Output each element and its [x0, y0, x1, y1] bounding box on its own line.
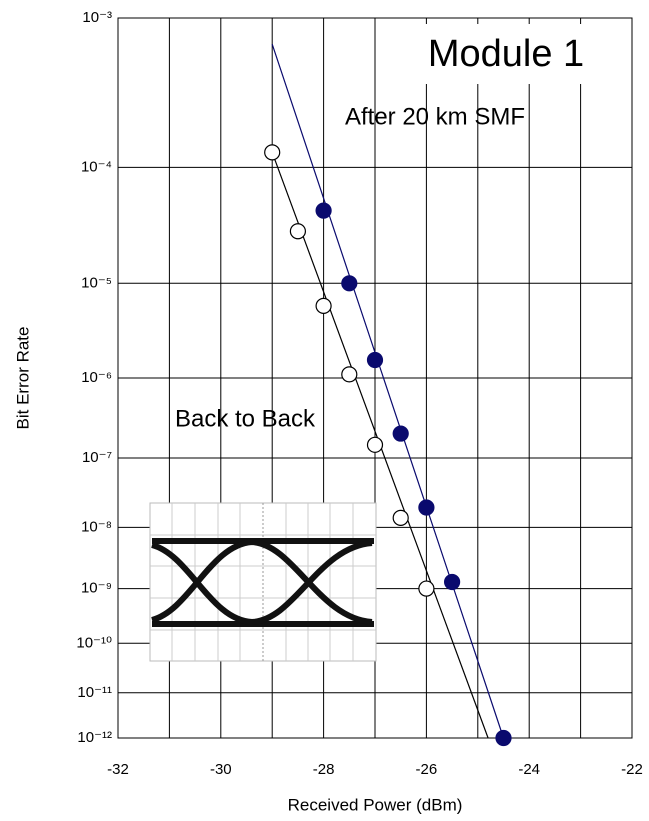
- x-tick-label: -32: [107, 761, 129, 778]
- x-tick-label: -24: [518, 761, 540, 778]
- chart-title: Module 1: [428, 33, 584, 75]
- series-annotation: Back to Back: [175, 405, 316, 432]
- y-tick-label: 10⁻¹¹: [77, 684, 112, 701]
- data-point: [496, 731, 511, 746]
- x-tick-label: -26: [416, 761, 438, 778]
- data-point: [419, 500, 434, 515]
- y-tick-label: 10⁻⁵: [81, 274, 112, 291]
- y-tick-label: 10⁻⁷: [82, 449, 112, 466]
- series-annotation: After 20 km SMF: [345, 103, 525, 130]
- data-point: [419, 581, 434, 596]
- data-point: [368, 437, 383, 452]
- x-tick-label: -30: [210, 761, 232, 778]
- y-tick-label: 10⁻⁴: [81, 158, 112, 175]
- eye-diagram-inset: [150, 503, 376, 661]
- x-axis-label: Received Power (dBm): [288, 795, 463, 814]
- data-point: [342, 276, 357, 291]
- y-tick-label: 10⁻³: [82, 9, 112, 26]
- data-point: [368, 353, 383, 368]
- chart: Module 1 After 20 km SMF Back to Back Re…: [0, 0, 649, 821]
- data-point: [316, 298, 331, 313]
- data-point: [445, 574, 460, 589]
- data-point: [265, 145, 280, 160]
- data-point: [393, 510, 408, 525]
- data-point: [290, 224, 305, 239]
- y-axis-label: Bit Error Rate: [13, 327, 32, 430]
- y-tick-label: 10⁻¹⁰: [76, 634, 112, 651]
- data-point: [342, 367, 357, 382]
- y-tick-label: 10⁻⁶: [81, 369, 112, 386]
- x-tick-label: -28: [313, 761, 335, 778]
- data-point: [393, 426, 408, 441]
- y-tick-label: 10⁻¹²: [77, 729, 112, 746]
- data-point: [316, 203, 331, 218]
- y-tick-label: 10⁻⁹: [81, 580, 112, 597]
- x-tick-label: -22: [621, 761, 643, 778]
- y-tick-label: 10⁻⁸: [81, 518, 112, 535]
